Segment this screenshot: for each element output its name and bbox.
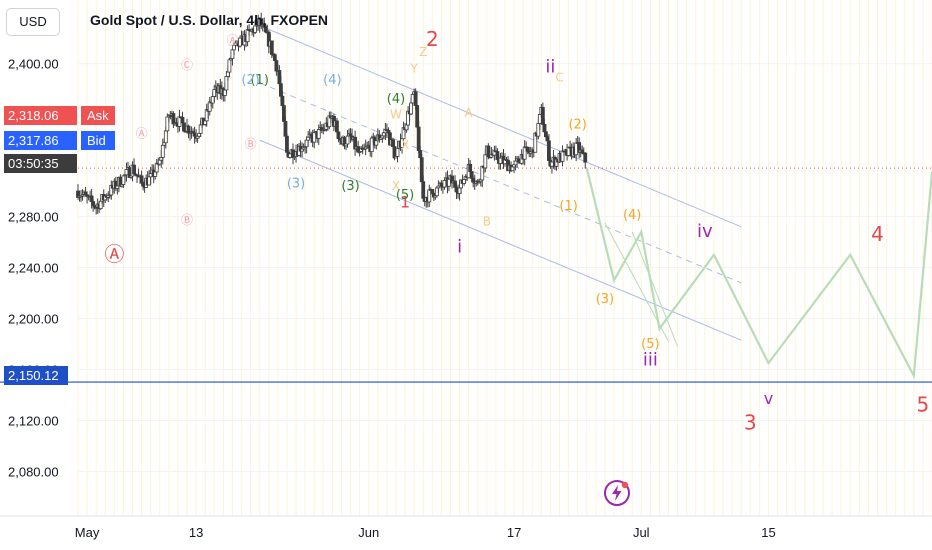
wave-label: (3) [596,292,614,307]
wave-label: 5 [917,393,930,417]
currency-button[interactable]: USD [6,8,60,36]
minor-wave-label: X [392,179,400,193]
candle-body [280,95,285,106]
wave-label: 4 [871,222,884,246]
wave-label: (1) [559,199,577,214]
wave-label: i [457,236,462,257]
y-tick-label: 2,240.00 [8,261,59,276]
minor-wave-label: C [555,71,563,85]
channel-lower [259,139,742,341]
channel-middle [259,82,742,284]
wave-label: (4) [623,208,641,223]
candle-body [413,91,418,106]
wave-label: (3) [287,176,305,191]
channel-upper [259,25,742,228]
wave-label: iii [643,350,658,371]
y-tick-label: 2,080.00 [8,464,59,479]
minor-wave-label: Ⓒ [181,58,193,72]
minor-wave-label: Ⓐ [226,34,238,48]
minor-wave-label: X [401,138,409,152]
x-tick-label: Jun [358,525,379,540]
x-tick-label: May [75,525,100,540]
candle-body [336,131,341,140]
x-tick-label: 13 [189,525,203,540]
y-tick-label: 2,280.00 [8,210,59,225]
candle-body [468,163,473,173]
minor-wave-label: W [390,107,402,121]
wave-label: (2) [241,73,259,88]
candle-body [498,157,503,164]
minor-wave-label: Z [419,45,427,59]
minor-wave-label: B [483,215,491,229]
projection-fan-line [631,231,679,347]
candle-body [285,135,289,153]
ask-price-tag: 2,318.06 [4,106,77,125]
ask-flag[interactable]: Ask [81,106,115,125]
candle-body [335,120,339,133]
projection-path [585,167,932,380]
bid-flag[interactable]: Bid [81,131,115,150]
x-tick-label: 17 [507,525,521,540]
candle-body [163,130,168,144]
candle-body [160,144,165,158]
candle-body [345,135,350,145]
x-tick-label: 15 [761,525,775,540]
candle-body [583,152,588,163]
minor-wave-label: Ⓑ [181,213,193,227]
candle-body [486,145,491,158]
candle-body [182,122,186,132]
wave-label: (3) [341,179,359,194]
lightning-alert-icon[interactable] [603,479,631,507]
chart-title: Gold Spot / U.S. Dollar, 4h, FXOPEN [90,12,329,28]
bid-price-tag: 2,317.86 [4,131,77,150]
wave-label: v [764,389,773,408]
wave-label: 1 [400,193,410,212]
candle-body [483,154,488,169]
level-price-tag: 2,150.12 [4,366,68,385]
x-tick-label: Jul [633,525,650,540]
minor-wave-label: Ⓐ [136,127,148,141]
wave-label: 3 [744,410,757,434]
wave-label: Ⓐ [104,242,124,266]
wave-label: ii [545,57,555,78]
bar-countdown: 03:50:35 [4,154,77,173]
wave-label: (4) [387,92,405,107]
wave-label: (4) [323,73,341,88]
candle-body [421,181,426,199]
candle-body [227,59,232,73]
minor-wave-label: Ⓑ [245,137,257,151]
wave-label: (5) [641,337,659,352]
y-tick-label: 2,200.00 [8,312,59,327]
minor-wave-label: Y [409,62,418,76]
minor-wave-label: A [465,106,474,120]
candle-body [430,189,435,194]
candle-body [288,153,292,158]
wave-label: iv [697,221,713,242]
candle-body [272,54,277,61]
candle-body [269,40,274,55]
wave-label: (1) [250,73,268,88]
candle-body [374,140,379,146]
wave-label: (2) [568,118,586,133]
wave-label: 2 [426,27,439,51]
y-tick-label: 2,400.00 [8,57,59,72]
y-tick-label: 2,120.00 [8,413,59,428]
projection-fan-line [604,222,669,342]
wave-label: (5) [396,188,414,203]
